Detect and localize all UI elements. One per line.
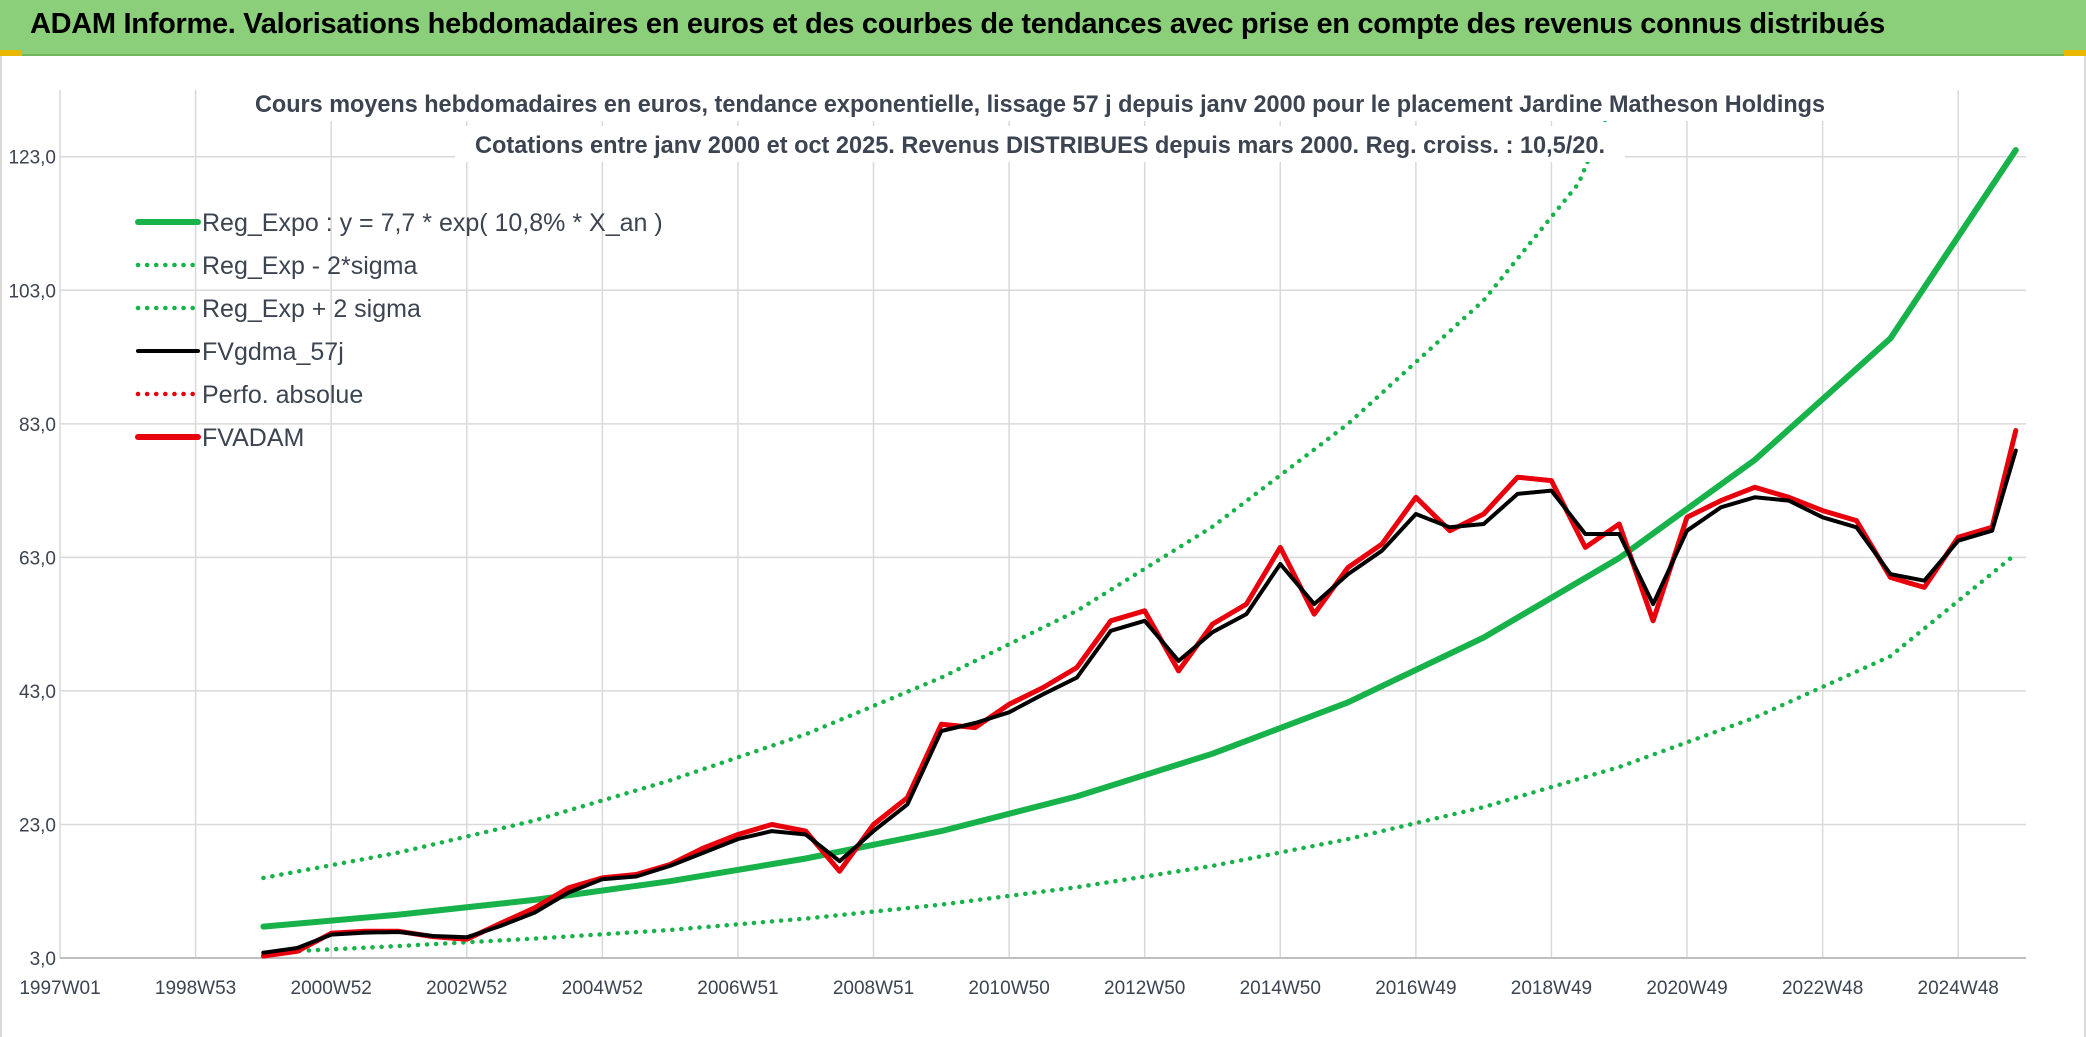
banner-corner-right [2064, 50, 2086, 56]
legend-label: Reg_Expo : y = 7,7 * exp( 10,8% * X_an ) [202, 209, 663, 237]
y-tick-label: 63,0 [19, 548, 56, 569]
series-line-2 [261, 107, 1612, 881]
y-tick-label: 23,0 [19, 815, 56, 836]
y-tick-label: 3,0 [30, 949, 56, 970]
x-tick-label: 2012W50 [1104, 978, 1185, 999]
x-tick-label: 2010W50 [968, 978, 1049, 999]
banner-corner-left [0, 50, 22, 56]
x-tick-label: 2022W48 [1782, 978, 1863, 999]
x-tick-label: 1998W53 [155, 978, 236, 999]
x-tick-label: 2024W48 [1918, 978, 1999, 999]
x-tick-label: 2020W49 [1646, 978, 1727, 999]
report-banner: ADAM Informe. Valorisations hebdomadaire… [0, 0, 2086, 56]
x-tick-label: 2006W51 [697, 978, 778, 999]
legend-label: Reg_Exp + 2 sigma [202, 295, 421, 323]
series-line-1 [261, 551, 2019, 955]
x-tick-label: 2008W51 [833, 978, 914, 999]
x-tick-label: 2014W50 [1240, 978, 1321, 999]
y-tick-label: 43,0 [19, 682, 56, 703]
legend-label: FVADAM [202, 424, 304, 452]
series-line-0 [260, 147, 2019, 930]
y-tick-label: 123,0 [8, 148, 56, 169]
chart-legend: Reg_Expo : y = 7,7 * exp( 10,8% * X_an )… [135, 209, 663, 452]
chart-axes: 3,0 23,0 43,0 63,0 83,0 103,0 123,0 1997W01 1998… [8, 148, 2026, 999]
series-line-5 [260, 428, 2019, 959]
y-tick-label: 103,0 [8, 281, 56, 302]
chart-subtitle: Cotations entre janv 2000 et oct 2025. R… [475, 132, 1605, 159]
series-line-4 [261, 428, 2019, 959]
x-tick-label: 2004W52 [562, 978, 643, 999]
x-tick-label: 2018W49 [1511, 978, 1592, 999]
x-tick-label: 2016W49 [1375, 978, 1456, 999]
heading-backdrop [240, 85, 1840, 121]
report-title: ADAM Informe. Valorisations hebdomadaire… [30, 8, 1885, 40]
x-tick-label: 2002W52 [426, 978, 507, 999]
legend-label: FVgdma_57j [202, 338, 344, 366]
legend-label: Reg_Exp - 2*sigma [202, 252, 417, 280]
chart-title: Cours moyens hebdomadaires en euros, ten… [255, 91, 1825, 118]
chart-frame [0, 56, 2086, 1037]
heading-backdrop [455, 126, 1625, 162]
chart-series [260, 107, 2019, 959]
chart-headings: Cours moyens hebdomadaires en euros, ten… [240, 85, 1840, 162]
y-tick-label: 83,0 [19, 415, 56, 436]
series-line-3 [261, 448, 2018, 955]
x-tick-label: 1997W01 [19, 978, 100, 999]
legend-label: Perfo. absolue [202, 381, 363, 409]
x-tick-label: 2000W52 [291, 978, 372, 999]
